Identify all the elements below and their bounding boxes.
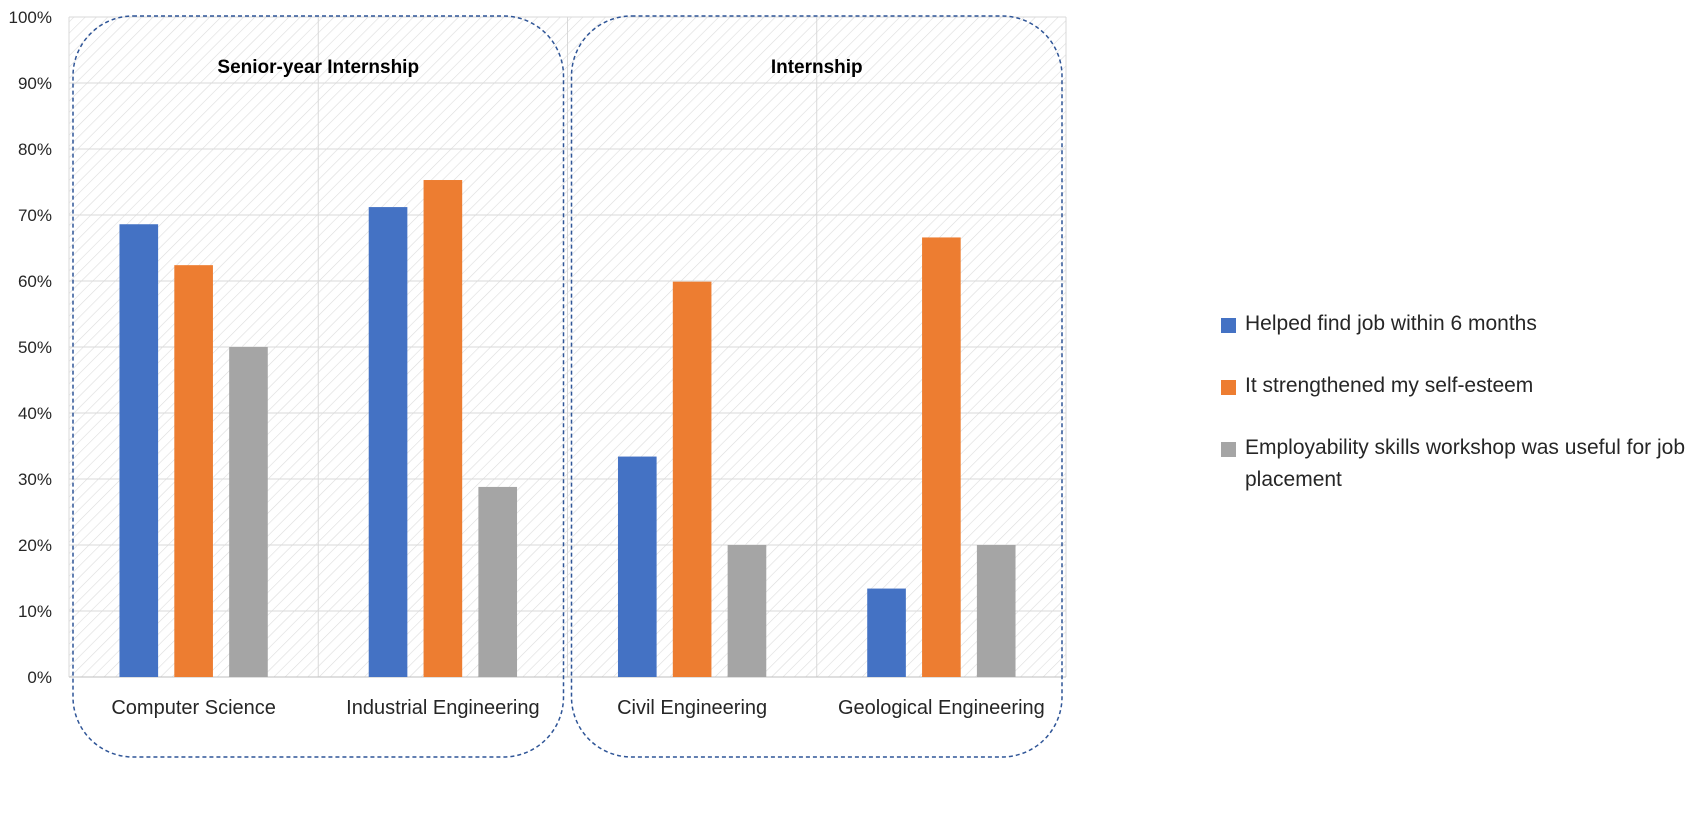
y-tick-label-8: 80% [18,140,52,159]
bar-s1-c3 [617,456,657,677]
y-axis-ticks: 0% 10% 20% 30% 40% 50% 60% 70% 80% 90% 100% [9,8,52,687]
bar-s2-c4 [922,237,961,677]
bar-s1-c2 [368,207,408,677]
bar-s3-c1 [229,347,268,677]
legend-swatch-series-3 [1221,442,1236,457]
y-tick-label-3: 30% [18,470,52,489]
x-category-label-4: Geological Engineering [838,697,1045,719]
bar-s3-c4 [976,545,1016,677]
legend: Helped find job within 6 months It stren… [1221,308,1691,526]
x-category-label-3: Civil Engineering [617,697,767,719]
bar-s2-c2 [423,180,463,677]
bar-s2-c1 [174,265,213,677]
legend-item-series-2: It strengthened my self-esteem [1221,370,1691,402]
y-tick-label-9: 90% [18,74,52,93]
x-category-label-1: Computer Science [111,697,276,719]
y-tick-label-0: 0% [27,668,52,687]
bar-s3-c3 [727,545,767,677]
legend-swatch-series-2 [1221,380,1236,395]
legend-swatch-series-1 [1221,318,1236,333]
bar-s2-c3 [672,281,712,677]
legend-label-series-2: It strengthened my self-esteem [1245,374,1534,397]
group-label-1: Senior-year Internship [217,57,419,78]
x-axis-categories: Computer Science Industrial Engineering Ci… [111,697,1044,719]
y-tick-label-4: 40% [18,404,52,423]
legend-label-series-3: Employability skills workshop was useful… [1245,436,1686,491]
y-tick-label-6: 60% [18,272,52,291]
legend-label-series-1: Helped find job within 6 months [1245,312,1537,335]
group-frames: Senior-year Internship Internship [72,15,1063,758]
y-tick-label-7: 70% [18,206,52,225]
group-label-2: Internship [771,57,863,78]
legend-item-series-3: Employability skills workshop was useful… [1221,432,1691,496]
group-frame-1 [72,15,565,758]
y-tick-label-10: 100% [9,8,52,27]
bar-s3-c2 [478,486,518,677]
y-tick-label-1: 10% [18,602,52,621]
group-frame-2 [570,15,1063,758]
x-category-label-2: Industrial Engineering [346,697,539,719]
bars [119,180,1016,678]
y-tick-label-2: 20% [18,536,52,555]
bar-s1-c1 [119,224,159,678]
legend-item-series-1: Helped find job within 6 months [1221,308,1691,340]
y-tick-label-5: 50% [18,338,52,357]
bar-s1-c4 [867,588,906,677]
